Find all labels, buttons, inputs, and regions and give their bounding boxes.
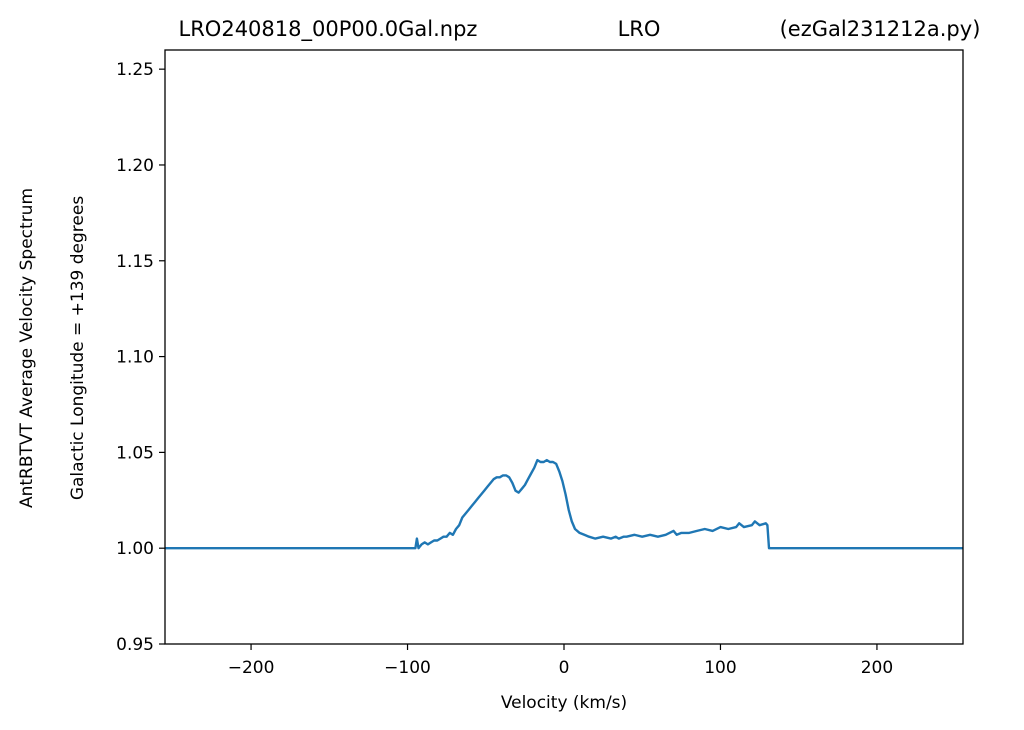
series-line [165, 458, 963, 550]
y-axis-label-line1: AntRBTVT Average Velocity Spectrum [17, 188, 37, 508]
plot-area [165, 458, 963, 550]
x-tick-label: 100 [704, 658, 736, 678]
x-tick-label: 200 [861, 658, 893, 678]
x-tick-label: 0 [559, 658, 570, 678]
x-tick-label: −100 [384, 658, 431, 678]
x-axis-label: Velocity (km/s) [501, 693, 627, 713]
y-tick-label: 1.00 [116, 539, 154, 559]
chart-title-center: LRO [618, 17, 661, 41]
y-tick-label: 1.05 [116, 443, 154, 463]
chart-title-right: (ezGal231212a.py) [780, 17, 981, 41]
y-tick-label: 1.10 [116, 348, 154, 368]
x-ticks: −200 −100 0 100 200 [228, 644, 893, 678]
y-ticks: 0.95 1.00 1.05 1.10 1.15 1.20 1.25 [116, 60, 165, 655]
y-axis-label-line2: Galactic Longitude = +139 degrees [68, 196, 88, 500]
chart-title-left: LRO240818_00P00.0Gal.npz [179, 17, 478, 42]
y-tick-label: 0.95 [116, 635, 154, 655]
y-tick-label: 1.25 [116, 60, 154, 80]
x-tick-label: −200 [228, 658, 275, 678]
y-tick-label: 1.15 [116, 252, 154, 272]
plot-frame [164, 49, 964, 645]
y-tick-label: 1.20 [116, 156, 154, 176]
